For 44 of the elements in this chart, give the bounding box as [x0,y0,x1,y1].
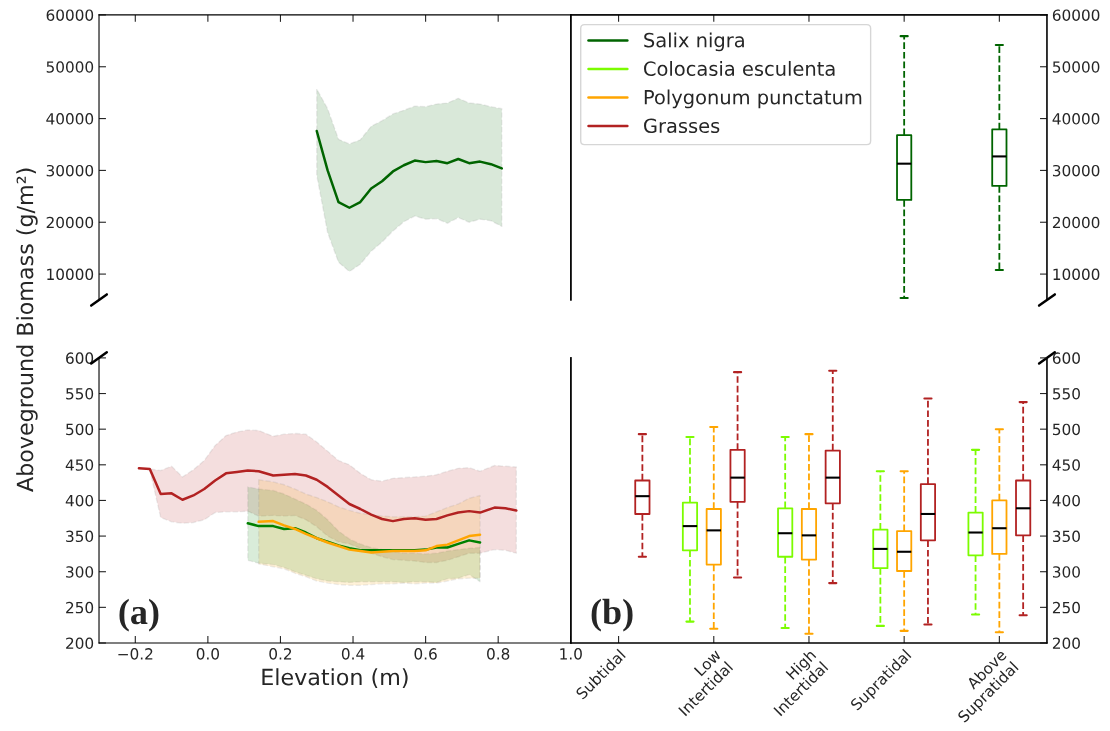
y2-tick-label: 550 [1052,388,1080,400]
y-axis-title: Aboveground Biomass (g/m²) [16,168,38,492]
x-tick-label: 0.4 [341,648,365,660]
x-tick-label: 0.6 [414,648,437,660]
y2-tick-label: 200 [1052,637,1080,650]
legend-label: Polygonum punctatum [644,89,862,109]
y-tick-label: 300 [66,566,94,578]
y-tick-label: 30000 [46,164,94,177]
y2-tick-label: 50000 [1052,61,1100,73]
y2-tick-label: 400 [1052,494,1080,507]
legend-label: Colocasia esculenta [644,60,835,76]
y-tick-label: 50000 [46,61,94,73]
legend-label: Salix nigra [644,32,744,52]
x-tick-label: 0.8 [487,648,510,660]
y2-tick-label: 30000 [1052,164,1100,177]
y2-tick-label: 350 [1052,530,1080,543]
y2-tick-label: 20000 [1052,216,1100,229]
annotation: (b) [591,598,633,632]
y-tick-label: 550 [66,388,94,400]
y-tick-label: 200 [66,637,94,650]
y2-tick-label: 600 [1052,352,1080,364]
y-tick-label: 450 [65,459,94,471]
y2-tick-label: 60000 [1052,9,1100,21]
x-tick-label: 0.2 [269,648,292,660]
x-tick-label: −0.2 [118,648,153,660]
x-axis-title: Elevation (m) [262,668,408,689]
y2-tick-label: 250 [1052,601,1080,614]
y2-tick-label: 500 [1052,423,1080,436]
y2-tick-label: 450 [1052,459,1080,471]
y-tick-label: 40000 [46,113,94,125]
y-tick-label: 20000 [46,216,94,229]
annotation: (a) [119,598,159,632]
y-tick-label: 350 [66,530,94,543]
y2-tick-label: 40000 [1052,113,1100,125]
y2-tick-label: 10000 [1053,268,1100,281]
y-tick-label: 60000 [46,9,94,21]
y2-tick-label: 300 [1052,566,1080,578]
y-tick-label: 10000 [47,268,94,281]
y-tick-label: 250 [66,601,94,614]
y-tick-label: 600 [66,352,94,364]
y-tick-label: 500 [66,423,94,436]
x-tick-label: 0.0 [196,648,220,660]
legend-label: Grasses [644,118,720,134]
y-tick-label: 400 [65,494,94,507]
